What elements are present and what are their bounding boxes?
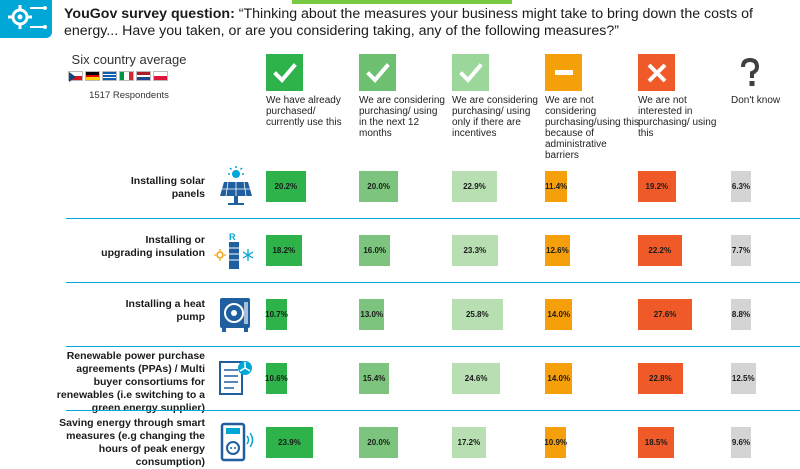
bar-value: 22.9% (452, 171, 497, 202)
column-label: We are not considering purchasing/using … (545, 95, 639, 161)
bar-value: 11.4% (545, 171, 568, 202)
bar-value: 10.9% (544, 427, 567, 458)
bar-value: 22.2% (638, 235, 682, 266)
column-label: We are not interested in purchasing/ usi… (638, 95, 717, 139)
flag-de-icon (85, 71, 100, 81)
bar-value: 15.4% (359, 363, 390, 394)
flag-pl-icon (153, 71, 168, 81)
bar-value: 20.0% (359, 427, 399, 458)
row-label: Installing or upgrading insulation (101, 234, 205, 259)
row-label: Renewable power purchase agreements (PPA… (56, 350, 205, 414)
survey-question: YouGov survey question: “Thinking about … (64, 6, 794, 40)
bar-value: 22.8% (638, 363, 683, 394)
bar-value: 23.9% (266, 427, 313, 458)
bar-value: 16.0% (359, 235, 391, 266)
settings-gear-icon (0, 0, 52, 38)
sample-title: Six country average (71, 52, 187, 67)
bar-value: 12.5% (731, 363, 756, 394)
bar-value: 24.6% (452, 363, 501, 394)
column-header: We are not considering purchasing/using … (545, 54, 639, 161)
bar-value: 7.7% (731, 235, 751, 266)
bar-value: 18.2% (266, 235, 302, 266)
column-label: We are considering purchasing/ using onl… (452, 95, 538, 139)
bar-value: 17.2% (452, 427, 486, 458)
solar-panel-icon (214, 166, 256, 206)
check-icon (266, 54, 303, 91)
header-strip (52, 0, 800, 4)
check-icon (452, 54, 489, 91)
row-separator (66, 410, 800, 411)
bar-value: 9.6% (731, 427, 751, 458)
flag-nl-icon (136, 71, 151, 81)
row-label: Installing a heat pump (125, 298, 205, 323)
bar-value: 25.8% (452, 299, 503, 330)
svg-text:R: R (229, 232, 236, 242)
bar-value: 8.8% (731, 299, 751, 330)
row-separator (66, 346, 800, 347)
bar-value: 10.7% (265, 299, 288, 330)
bar-value: 20.0% (359, 171, 399, 202)
heat-pump-icon (214, 294, 256, 334)
bar-value: 18.5% (638, 427, 675, 458)
question-text: “Thinking about the measures your busine… (64, 6, 753, 39)
flag-gr-icon (102, 71, 117, 81)
bar-value: 12.6% (545, 235, 570, 266)
bar-value: 13.0% (359, 299, 385, 330)
question-prefix: YouGov survey question: (64, 6, 235, 22)
minus-icon (545, 54, 582, 91)
insulation-icon: R (214, 230, 256, 270)
column-label: Don't know (731, 95, 781, 106)
bar-value: 20.2% (266, 171, 306, 202)
bar-value: 14.0% (545, 363, 573, 394)
respondent-count: 1517 Respondents (89, 90, 169, 101)
smart-plug-icon (214, 422, 256, 462)
country-flags (68, 71, 168, 82)
check-icon (359, 54, 396, 91)
bar-value: 14.0% (545, 299, 573, 330)
column-header: We are considering purchasing/ using in … (359, 54, 445, 139)
bar-value: 6.3% (731, 171, 751, 202)
bar-value: 10.6% (265, 363, 288, 394)
row-label: Saving energy through smart measures (e.… (59, 417, 205, 468)
column-header: Don't know (731, 54, 800, 106)
contract-icon (214, 358, 256, 398)
bar-value: 27.6% (638, 299, 693, 330)
column-header: We have already purchased/ currently use… (266, 54, 352, 128)
row-separator (66, 282, 800, 283)
row-separator (66, 218, 800, 219)
flag-it-icon (119, 71, 134, 81)
column-header: We are not interested in purchasing/ usi… (638, 54, 724, 139)
column-label: We have already purchased/ currently use… (266, 95, 342, 128)
column-label: We are considering purchasing/ using in … (359, 95, 445, 139)
flag-cz-icon (68, 71, 83, 82)
cross-icon (638, 54, 675, 91)
row-label: Installing solar panels (130, 175, 205, 200)
bar-value: 19.2% (638, 171, 676, 202)
question-icon (731, 54, 768, 91)
column-header: We are considering purchasing/ using onl… (452, 54, 538, 139)
bar-value: 23.3% (452, 235, 498, 266)
